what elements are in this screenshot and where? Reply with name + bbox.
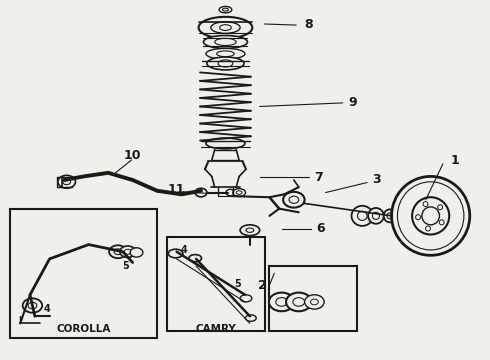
Text: 8: 8 (304, 18, 313, 31)
Ellipse shape (206, 48, 245, 59)
Text: 5: 5 (234, 279, 241, 289)
Ellipse shape (58, 175, 75, 188)
Ellipse shape (245, 244, 254, 251)
Bar (167, 237, 265, 330)
Ellipse shape (233, 189, 245, 197)
Ellipse shape (368, 208, 384, 224)
Ellipse shape (305, 295, 324, 309)
Ellipse shape (392, 204, 416, 228)
Text: 5: 5 (122, 261, 129, 271)
Ellipse shape (207, 57, 244, 70)
Ellipse shape (198, 17, 252, 39)
Ellipse shape (286, 293, 312, 311)
Ellipse shape (109, 245, 127, 258)
Ellipse shape (203, 36, 247, 48)
Ellipse shape (130, 248, 143, 257)
Ellipse shape (240, 225, 260, 235)
Ellipse shape (244, 240, 256, 247)
Text: 6: 6 (317, 222, 325, 235)
Text: 4: 4 (180, 245, 187, 255)
Bar (270, 266, 357, 330)
Ellipse shape (219, 6, 232, 13)
Text: COROLLA: COROLLA (56, 324, 111, 334)
Text: 3: 3 (372, 173, 381, 186)
Ellipse shape (283, 192, 305, 208)
Text: 2: 2 (258, 279, 267, 292)
Ellipse shape (351, 206, 373, 226)
Ellipse shape (226, 189, 235, 196)
Ellipse shape (384, 210, 395, 222)
Text: 10: 10 (124, 149, 142, 162)
Ellipse shape (23, 298, 42, 313)
Ellipse shape (206, 138, 245, 149)
Ellipse shape (240, 295, 252, 302)
Text: 4: 4 (44, 304, 50, 314)
Ellipse shape (245, 315, 256, 321)
Text: CAMRY: CAMRY (196, 324, 236, 334)
Ellipse shape (269, 293, 294, 311)
Ellipse shape (168, 249, 183, 258)
Ellipse shape (189, 255, 201, 262)
Ellipse shape (195, 188, 207, 197)
Ellipse shape (412, 197, 449, 234)
Bar (10, 209, 157, 338)
Ellipse shape (392, 176, 470, 255)
Text: 1: 1 (451, 154, 460, 167)
Text: 9: 9 (348, 96, 357, 109)
Text: 11: 11 (168, 183, 185, 196)
Text: 7: 7 (314, 171, 323, 184)
Ellipse shape (120, 246, 136, 257)
